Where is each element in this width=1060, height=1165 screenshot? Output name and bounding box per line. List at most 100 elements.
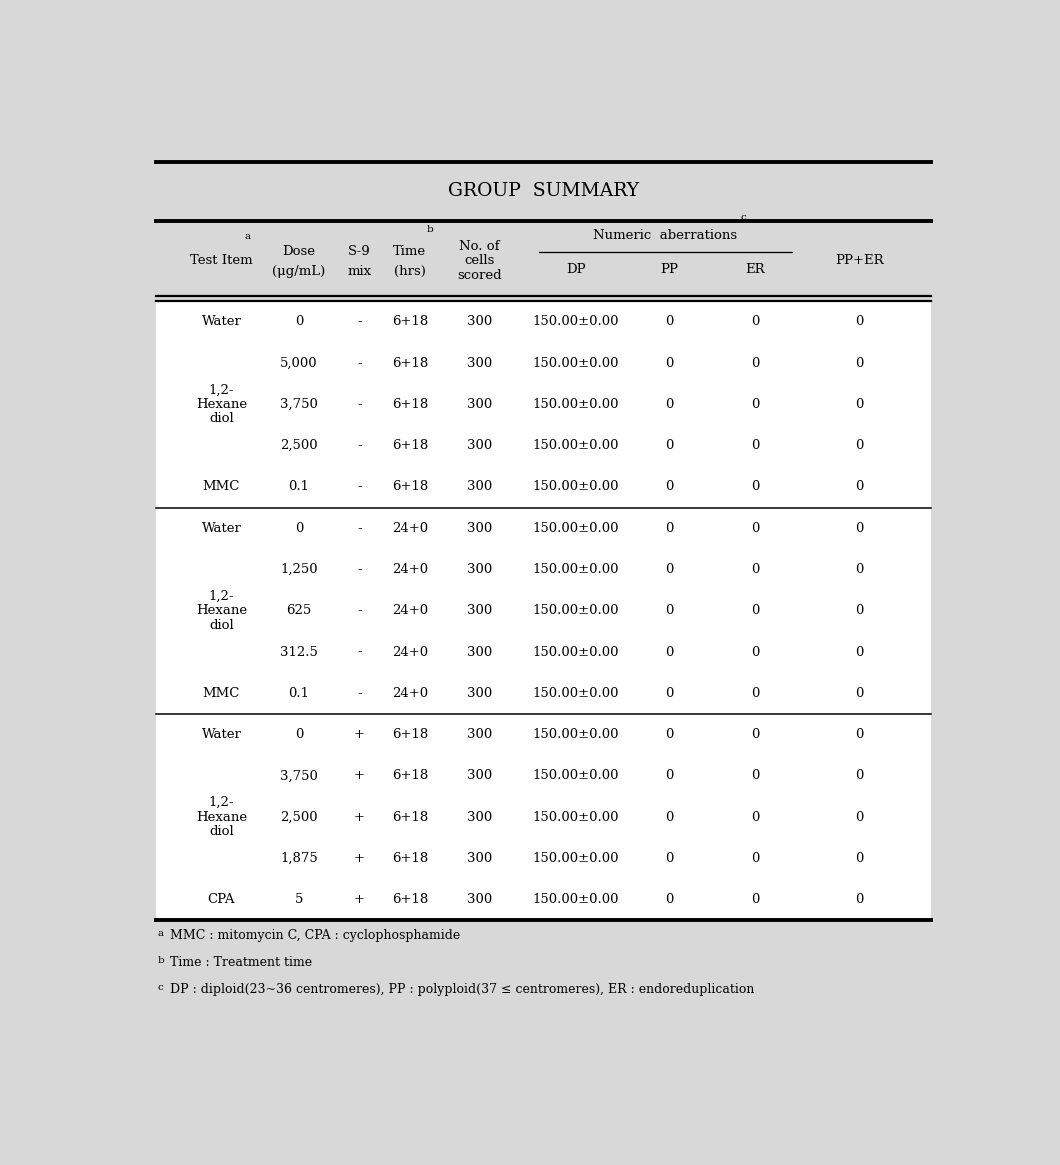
Text: 0: 0 (666, 356, 674, 369)
Text: 300: 300 (467, 728, 492, 741)
Text: 3,750: 3,750 (280, 769, 318, 783)
Text: 24+0: 24+0 (392, 563, 428, 576)
Text: -: - (357, 439, 361, 452)
Text: 0: 0 (750, 645, 759, 658)
Text: Hexane: Hexane (196, 811, 247, 824)
Text: 300: 300 (467, 480, 492, 494)
Text: 150.00±0.00: 150.00±0.00 (532, 728, 619, 741)
Text: 2,500: 2,500 (280, 439, 318, 452)
Text: Water: Water (201, 728, 242, 741)
Text: CPA: CPA (208, 894, 235, 906)
Text: DP: DP (566, 263, 585, 276)
Text: 0: 0 (750, 398, 759, 411)
Text: DP : diploid(23~36 centromeres), PP : polyploid(37 ≤ centromeres), ER : endoredu: DP : diploid(23~36 centromeres), PP : po… (171, 983, 755, 996)
Text: cells: cells (464, 254, 495, 268)
Text: 1,2-: 1,2- (209, 383, 234, 396)
Text: 1,875: 1,875 (280, 852, 318, 864)
Bar (156, 302, 931, 920)
Text: diol: diol (209, 412, 234, 425)
Text: 0: 0 (666, 605, 674, 617)
Text: 0: 0 (750, 687, 759, 700)
Text: scored: scored (457, 269, 502, 282)
Text: -: - (357, 522, 361, 535)
Text: Water: Water (201, 522, 242, 535)
Text: 24+0: 24+0 (392, 605, 428, 617)
Text: 150.00±0.00: 150.00±0.00 (532, 894, 619, 906)
Text: 6+18: 6+18 (392, 894, 428, 906)
Text: 0: 0 (750, 480, 759, 494)
Text: 6+18: 6+18 (392, 398, 428, 411)
Text: 24+0: 24+0 (392, 522, 428, 535)
Text: 0: 0 (750, 769, 759, 783)
Text: 0: 0 (666, 398, 674, 411)
Text: 0: 0 (855, 728, 864, 741)
Text: MMC: MMC (202, 480, 241, 494)
Text: 0: 0 (666, 769, 674, 783)
Text: 0.1: 0.1 (288, 480, 310, 494)
Bar (156, 220, 931, 302)
Text: 1,2-: 1,2- (209, 589, 234, 603)
Text: 312.5: 312.5 (280, 645, 318, 658)
Text: 0: 0 (750, 522, 759, 535)
Text: (μg/mL): (μg/mL) (272, 266, 325, 278)
Text: 150.00±0.00: 150.00±0.00 (532, 605, 619, 617)
Text: 6+18: 6+18 (392, 852, 428, 864)
Text: 6+18: 6+18 (392, 480, 428, 494)
Text: 6+18: 6+18 (392, 811, 428, 824)
Text: a: a (245, 232, 250, 241)
Text: 150.00±0.00: 150.00±0.00 (532, 316, 619, 329)
Text: 300: 300 (467, 522, 492, 535)
Text: 150.00±0.00: 150.00±0.00 (532, 439, 619, 452)
Text: 0: 0 (750, 439, 759, 452)
Text: MMC: MMC (202, 687, 241, 700)
Text: c: c (157, 983, 163, 993)
Text: 150.00±0.00: 150.00±0.00 (532, 769, 619, 783)
Text: 0: 0 (666, 439, 674, 452)
Text: 150.00±0.00: 150.00±0.00 (532, 852, 619, 864)
Text: 0: 0 (666, 480, 674, 494)
Text: 300: 300 (467, 563, 492, 576)
Text: 300: 300 (467, 316, 492, 329)
Text: -: - (357, 356, 361, 369)
Text: 300: 300 (467, 645, 492, 658)
Text: 0: 0 (855, 687, 864, 700)
Text: ER: ER (745, 263, 764, 276)
Text: 0: 0 (666, 852, 674, 864)
Text: 0: 0 (666, 563, 674, 576)
Text: 300: 300 (467, 398, 492, 411)
Text: Time: Time (393, 246, 426, 259)
Text: a: a (157, 930, 163, 938)
Text: 150.00±0.00: 150.00±0.00 (532, 811, 619, 824)
Text: 0: 0 (666, 645, 674, 658)
Text: -: - (357, 605, 361, 617)
Text: Time : Treatment time: Time : Treatment time (171, 956, 313, 969)
Text: 150.00±0.00: 150.00±0.00 (532, 398, 619, 411)
Text: 0: 0 (666, 522, 674, 535)
Text: +: + (354, 894, 365, 906)
Text: +: + (354, 728, 365, 741)
Text: 5: 5 (295, 894, 303, 906)
Text: 300: 300 (467, 605, 492, 617)
Text: diol: diol (209, 825, 234, 838)
Text: 24+0: 24+0 (392, 645, 428, 658)
Text: 0: 0 (295, 522, 303, 535)
Text: S-9: S-9 (348, 246, 371, 259)
Text: 2,500: 2,500 (280, 811, 318, 824)
Text: -: - (357, 563, 361, 576)
Text: 0: 0 (855, 811, 864, 824)
Text: 3,750: 3,750 (280, 398, 318, 411)
Text: No. of: No. of (459, 240, 500, 253)
Text: 150.00±0.00: 150.00±0.00 (532, 645, 619, 658)
Text: 5,000: 5,000 (280, 356, 318, 369)
Text: 0: 0 (666, 687, 674, 700)
Text: 0: 0 (666, 316, 674, 329)
Text: 6+18: 6+18 (392, 316, 428, 329)
Text: 150.00±0.00: 150.00±0.00 (532, 356, 619, 369)
Text: 0: 0 (855, 480, 864, 494)
Text: -: - (357, 398, 361, 411)
Text: 0.1: 0.1 (288, 687, 310, 700)
Bar (156, 162, 931, 220)
Text: b: b (426, 225, 434, 234)
Text: Test Item: Test Item (190, 254, 252, 268)
Text: 6+18: 6+18 (392, 439, 428, 452)
